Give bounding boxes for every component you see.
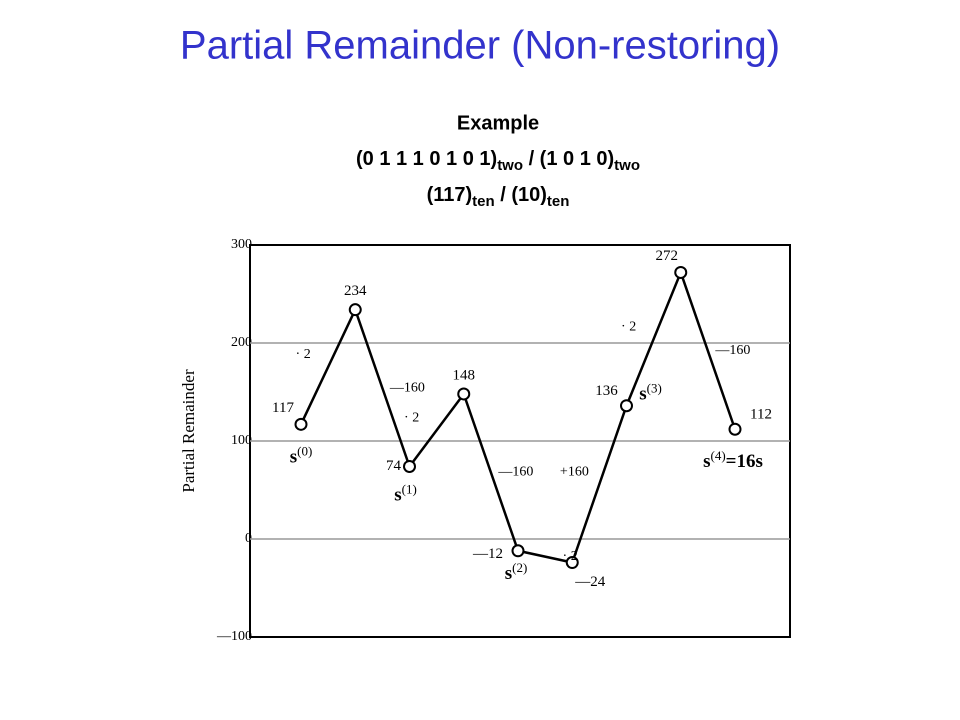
example-text: (117) — [427, 184, 473, 206]
step-label: —160 — [714, 343, 750, 358]
data-label: 117 — [272, 400, 294, 416]
step-name: s(1) — [394, 481, 417, 505]
y-tick-label: —100 — [216, 629, 252, 644]
data-label: 112 — [750, 407, 772, 423]
example-text: (0 1 1 1 0 1 0 1) — [356, 148, 497, 170]
data-point — [348, 303, 362, 317]
step-name: s(2) — [505, 560, 528, 584]
y-tick-label: 200 — [231, 335, 252, 350]
data-label: 74 — [386, 458, 402, 474]
data-point — [620, 399, 633, 413]
step-label: —160 — [389, 380, 425, 395]
step-label: · 2 — [404, 410, 419, 425]
data-point — [403, 459, 416, 473]
data-point — [674, 265, 688, 279]
y-tick-label: 300 — [231, 237, 252, 252]
step-label: · 2 — [621, 319, 636, 334]
y-tick-label: 100 — [231, 433, 252, 448]
y-tick-label: 0 — [245, 531, 252, 546]
data-point — [457, 387, 471, 401]
slide-title: Partial Remainder (Non-restoring) — [180, 24, 780, 68]
step-label: · 2 — [296, 347, 311, 362]
data-point — [294, 417, 308, 431]
example-text: / (10) — [495, 184, 547, 206]
step-name: s(0) — [290, 443, 313, 467]
data-point — [565, 556, 579, 570]
example-line: (0 1 1 1 0 1 0 1)two / (1 0 1 0)two — [356, 148, 640, 174]
step-label: —160 — [497, 465, 533, 480]
step-name: s(3) — [639, 381, 662, 405]
data-label: —12 — [472, 546, 503, 562]
step-label: +160 — [560, 464, 589, 479]
line — [299, 268, 737, 564]
example-text: / (1 0 1 0) — [523, 148, 614, 170]
subscript: two — [497, 157, 523, 174]
subscript: ten — [547, 193, 570, 210]
data-point — [728, 422, 742, 436]
data-label: 272 — [656, 248, 679, 264]
data-label: 148 — [453, 367, 476, 383]
step-label: · 2 — [563, 549, 578, 564]
example-line: (117)ten / (10)ten — [427, 184, 570, 210]
example-heading: Example — [457, 112, 539, 134]
data-point — [511, 544, 525, 558]
subscript: ten — [472, 193, 495, 210]
data-label: 136 — [595, 383, 618, 399]
data-label: 234 — [344, 283, 367, 299]
y-axis-label: Partial Remainder — [179, 369, 198, 493]
subscript: two — [614, 157, 640, 174]
data-label: —24 — [574, 574, 606, 590]
step-name: s(4)=16s — [703, 448, 763, 472]
